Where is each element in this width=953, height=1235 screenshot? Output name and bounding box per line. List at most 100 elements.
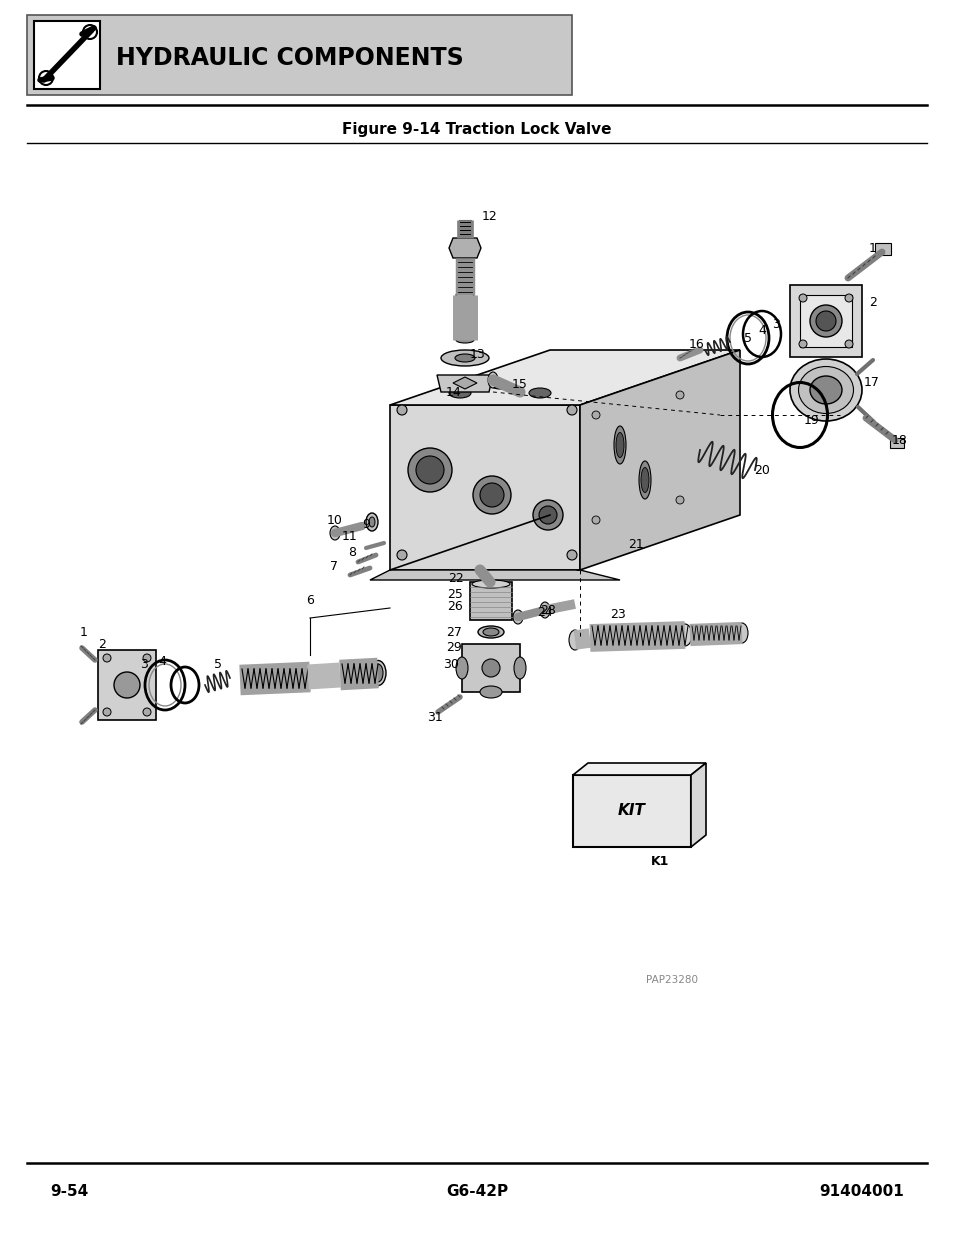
Ellipse shape [539,601,550,618]
Text: 13: 13 [470,348,485,362]
Polygon shape [453,377,476,389]
Ellipse shape [330,526,339,540]
Text: 10: 10 [327,514,342,526]
Bar [874,243,890,254]
Ellipse shape [473,475,511,514]
Circle shape [844,294,852,303]
Text: 91404001: 91404001 [819,1184,903,1199]
Text: 3: 3 [140,658,148,672]
Text: 21: 21 [627,538,643,552]
Ellipse shape [370,661,386,685]
Ellipse shape [369,517,375,527]
Circle shape [566,550,577,559]
Text: 14: 14 [446,385,461,399]
Ellipse shape [301,666,314,688]
Polygon shape [690,763,705,847]
Text: 5: 5 [213,658,222,672]
Ellipse shape [456,291,474,298]
Bar [889,438,903,448]
Text: 5: 5 [743,331,751,345]
Ellipse shape [639,461,650,499]
Text: HYDRAULIC COMPONENTS: HYDRAULIC COMPONENTS [116,46,463,70]
Text: 23: 23 [610,609,625,621]
Circle shape [815,311,835,331]
Circle shape [103,655,111,662]
Ellipse shape [479,685,501,698]
Text: 2: 2 [98,638,106,652]
Ellipse shape [513,610,522,624]
Text: 9: 9 [362,517,370,531]
Ellipse shape [789,359,862,421]
Text: 18: 18 [891,433,907,447]
Text: G6-42P: G6-42P [445,1184,508,1199]
Ellipse shape [614,426,625,464]
Text: 15: 15 [512,378,527,391]
Polygon shape [370,571,619,580]
Text: Figure 9-14 Traction Lock Valve: Figure 9-14 Traction Lock Valve [342,122,611,137]
Ellipse shape [455,354,475,362]
Ellipse shape [514,657,525,679]
Polygon shape [436,375,493,391]
Text: 30: 30 [442,658,458,672]
Ellipse shape [491,382,509,389]
Ellipse shape [481,659,499,677]
Text: 24: 24 [537,605,553,619]
Text: 11: 11 [342,530,357,542]
Circle shape [143,708,151,716]
Text: 31: 31 [427,711,442,725]
Text: 29: 29 [446,641,461,655]
Polygon shape [573,763,705,776]
Bar [34,21,100,89]
Ellipse shape [373,664,382,682]
Ellipse shape [616,432,623,457]
Text: 12: 12 [481,210,497,222]
Ellipse shape [488,372,497,388]
Bar [461,643,519,692]
Text: 17: 17 [863,375,879,389]
Ellipse shape [568,630,580,650]
Ellipse shape [477,626,503,638]
Circle shape [39,70,53,85]
Text: 20: 20 [753,463,769,477]
Circle shape [799,340,806,348]
Ellipse shape [482,629,498,636]
Ellipse shape [456,657,468,679]
Text: 22: 22 [448,572,463,584]
Ellipse shape [798,367,853,414]
Ellipse shape [529,388,551,398]
Text: 9-54: 9-54 [50,1184,89,1199]
Ellipse shape [533,500,562,530]
Bar [800,295,851,347]
Text: 28: 28 [539,604,556,616]
Ellipse shape [113,672,140,698]
Bar [470,582,512,620]
Text: 27: 27 [446,625,461,638]
Ellipse shape [456,337,474,343]
Text: 26: 26 [447,599,462,613]
Ellipse shape [472,580,510,588]
Circle shape [566,405,577,415]
Circle shape [103,708,111,716]
Ellipse shape [640,468,648,493]
Text: 19: 19 [803,414,819,426]
Text: 16: 16 [688,338,704,352]
Text: 3: 3 [771,319,780,331]
Text: PAP23280: PAP23280 [645,974,698,986]
Circle shape [676,391,683,399]
Polygon shape [449,238,480,258]
Text: 6: 6 [306,594,314,606]
Text: 1: 1 [80,626,88,640]
Circle shape [592,411,599,419]
Bar [98,650,156,720]
Polygon shape [390,405,579,571]
Text: 8: 8 [348,546,355,558]
Bar [27,15,572,95]
Ellipse shape [538,506,557,524]
Circle shape [83,25,97,40]
Ellipse shape [449,388,471,398]
Text: 7: 7 [330,561,337,573]
Circle shape [809,305,841,337]
Bar [573,776,690,847]
Ellipse shape [809,375,841,404]
Text: 25: 25 [447,588,462,600]
